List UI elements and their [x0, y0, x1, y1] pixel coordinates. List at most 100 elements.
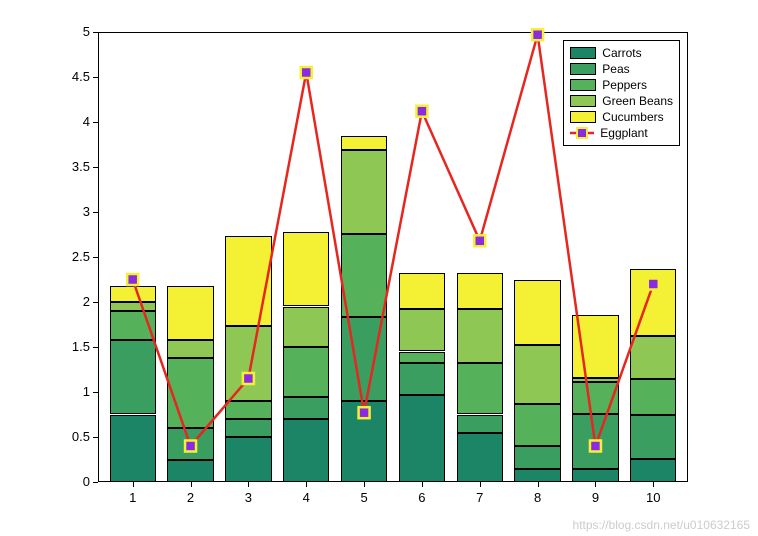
x-tick: [306, 482, 307, 487]
y-tick: [93, 302, 98, 303]
bar-segment: [283, 419, 329, 482]
bar-segment: [110, 302, 156, 311]
legend-item: Green Beans: [570, 93, 673, 109]
x-tick-label: 7: [470, 490, 490, 505]
bar-segment: [572, 315, 618, 378]
legend-swatch: [570, 95, 596, 107]
y-tick: [93, 347, 98, 348]
bar-segment: [283, 307, 329, 348]
x-tick-label: 4: [296, 490, 316, 505]
bar-segment: [514, 446, 560, 469]
bar-segment: [514, 280, 560, 346]
bar-segment: [572, 469, 618, 482]
bar-segment: [514, 404, 560, 446]
x-tick-label: 6: [412, 490, 432, 505]
y-tick-label: 2: [83, 294, 90, 309]
legend-item: Eggplant: [570, 125, 673, 141]
y-tick: [93, 32, 98, 33]
legend-item: Cucumbers: [570, 109, 673, 125]
legend-item: Peppers: [570, 77, 673, 93]
y-tick: [93, 77, 98, 78]
bar-segment: [399, 309, 445, 351]
bar-segment: [167, 428, 213, 460]
bar-segment: [283, 347, 329, 397]
legend-swatch: [570, 111, 596, 123]
bar-segment: [630, 459, 676, 482]
x-tick-label: 5: [354, 490, 374, 505]
bar-segment: [167, 286, 213, 340]
x-tick: [538, 482, 539, 487]
bar-segment: [341, 136, 387, 150]
legend: CarrotsPeasPeppers Green Beans Cucumbers Eg…: [563, 40, 680, 146]
bar-segment: [630, 415, 676, 458]
y-tick: [93, 437, 98, 438]
bar-segment: [457, 433, 503, 483]
legend-label: Carrots: [602, 46, 641, 60]
y-tick: [93, 392, 98, 393]
bar-segment: [341, 234, 387, 318]
y-tick-label: 5: [83, 24, 90, 39]
x-tick: [595, 482, 596, 487]
bar-segment: [225, 437, 271, 482]
bar-segment: [110, 311, 156, 340]
y-tick: [93, 122, 98, 123]
x-tick-label: 9: [585, 490, 605, 505]
x-tick-label: 8: [528, 490, 548, 505]
y-tick-label: 3.5: [72, 159, 90, 174]
y-tick-label: 1: [83, 384, 90, 399]
bar-segment: [630, 379, 676, 415]
bar-segment: [225, 419, 271, 437]
x-tick: [191, 482, 192, 487]
y-tick: [93, 212, 98, 213]
bar-segment: [399, 363, 445, 395]
bar-segment: [225, 326, 271, 401]
legend-item: Peas: [570, 61, 673, 77]
bar-segment: [341, 317, 387, 401]
bar-segment: [110, 286, 156, 302]
bar-segment: [630, 336, 676, 379]
bar-segment: [457, 273, 503, 309]
bar-segment: [110, 340, 156, 415]
y-tick: [93, 257, 98, 258]
y-tick: [93, 482, 98, 483]
bar-segment: [110, 415, 156, 483]
bar-segment: [283, 397, 329, 420]
y-tick-label: 0.5: [72, 429, 90, 444]
x-tick: [422, 482, 423, 487]
y-tick-label: 4: [83, 114, 90, 129]
legend-label: Green Beans: [602, 94, 673, 108]
legend-line-swatch: [570, 125, 594, 141]
y-tick: [93, 167, 98, 168]
legend-swatch: [570, 47, 596, 59]
legend-label: Peppers: [602, 78, 647, 92]
x-tick: [364, 482, 365, 487]
bar-segment: [457, 415, 503, 433]
bar-segment: [514, 469, 560, 483]
legend-swatch: [570, 79, 596, 91]
legend-item: Carrots: [570, 45, 673, 61]
bar-segment: [225, 236, 271, 326]
bar-segment: [514, 345, 560, 404]
bar-segment: [457, 363, 503, 414]
x-tick-label: 10: [643, 490, 663, 505]
y-tick-label: 4.5: [72, 69, 90, 84]
bar-segment: [572, 414, 618, 470]
y-tick-label: 2.5: [72, 249, 90, 264]
y-tick-label: 0: [83, 474, 90, 489]
x-tick: [133, 482, 134, 487]
bar-segment: [341, 401, 387, 482]
x-tick-label: 1: [123, 490, 143, 505]
bar-segment: [225, 401, 271, 419]
legend-label: Cucumbers: [602, 110, 663, 124]
chart-container: CarrotsPeasPeppers Green Beans Cucumbers Eg…: [0, 0, 758, 536]
x-tick-label: 3: [238, 490, 258, 505]
bar-segment: [399, 352, 445, 364]
bar-segment: [572, 378, 618, 383]
x-tick: [653, 482, 654, 487]
x-tick: [248, 482, 249, 487]
bar-segment: [167, 358, 213, 428]
bar-segment: [399, 395, 445, 482]
legend-label: Eggplant: [600, 126, 647, 140]
y-tick-label: 1.5: [72, 339, 90, 354]
bar-segment: [283, 232, 329, 307]
